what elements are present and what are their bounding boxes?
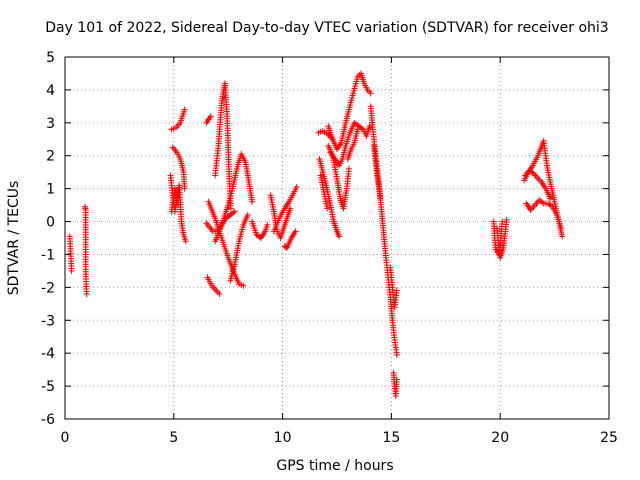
data-point (367, 90, 374, 97)
data-point (292, 228, 299, 235)
data-point (227, 205, 234, 212)
data-point (240, 282, 247, 289)
data-point (558, 225, 565, 232)
x-tick-label: 15 (382, 430, 400, 446)
data-point (539, 199, 546, 206)
x-tick-label: 20 (491, 430, 509, 446)
y-tick-label: -2 (41, 280, 55, 296)
y-tick-label: 4 (46, 83, 55, 99)
data-point (529, 169, 536, 176)
x-tick-label: 5 (169, 430, 178, 446)
y-tick-label: 5 (46, 50, 55, 66)
data-point (231, 208, 238, 215)
plot-frame (64, 56, 610, 420)
data-point (354, 126, 361, 133)
data-point (503, 216, 510, 223)
x-tick-label: 25 (600, 430, 618, 446)
data-point (83, 290, 90, 297)
data-point (181, 106, 188, 113)
data-point (244, 211, 251, 218)
data-point (499, 218, 506, 225)
x-axis-label: GPS time / hours (276, 458, 393, 474)
y-tick-label: -3 (41, 313, 55, 329)
data-point (393, 351, 400, 358)
y-tick-label: 3 (46, 116, 55, 132)
data-point (547, 202, 554, 209)
data-point (366, 123, 373, 130)
data-point (256, 233, 263, 240)
data-point (264, 221, 271, 228)
data-point (559, 233, 566, 240)
data-point (216, 290, 223, 297)
data-point (377, 195, 384, 202)
y-tick-label: -5 (41, 379, 55, 395)
data-point (68, 267, 75, 274)
data-point (393, 287, 400, 294)
data-point (336, 233, 343, 240)
y-tick-label: 0 (46, 215, 55, 231)
grid (65, 57, 609, 419)
chart-title: Day 101 of 2022, Sidereal Day-to-day VTE… (45, 20, 608, 36)
data-point (324, 205, 331, 212)
data-points (66, 70, 566, 399)
data-point (181, 185, 188, 192)
data-point (175, 202, 182, 209)
data-point (345, 165, 352, 172)
data-point (358, 125, 365, 132)
data-point (547, 195, 554, 202)
data-point (207, 113, 214, 120)
y-axis-label: SDTVAR / TECUs (6, 181, 22, 296)
y-tick-label: -4 (41, 346, 55, 362)
data-point (230, 209, 237, 216)
y-tick-label: 1 (46, 182, 55, 198)
data-point (393, 376, 400, 383)
x-tick-label: 0 (61, 430, 70, 446)
x-tick-label: 10 (274, 430, 292, 446)
y-tick-label: -1 (41, 247, 55, 263)
y-tick-label: 2 (46, 149, 55, 165)
data-point (293, 183, 300, 190)
data-point (287, 205, 294, 212)
data-point (249, 198, 256, 205)
data-point (182, 238, 189, 245)
y-tick-label: -6 (41, 412, 55, 428)
axis-ticks: 0 5 10 15 20 25 -6 -5 -4 -3 -2 -1 0 1 2 3 4 5 (41, 50, 618, 446)
